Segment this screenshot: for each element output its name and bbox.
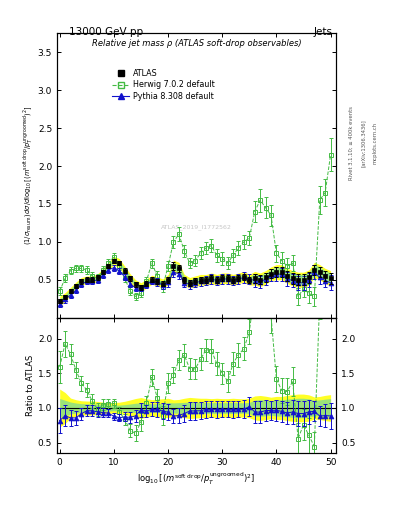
Text: Jets: Jets: [313, 27, 332, 37]
Y-axis label: $(1/\sigma_{\rm resum})\,d\sigma/d\log_{10}[(m^{\rm soft\,drop}/p_T^{\rm ungroom: $(1/\sigma_{\rm resum})\,d\sigma/d\log_{…: [22, 105, 35, 245]
Text: mcplots.cern.ch: mcplots.cern.ch: [373, 122, 378, 164]
Text: [arXiv:1306.3436]: [arXiv:1306.3436]: [361, 119, 366, 167]
X-axis label: $\log_{10}[(m^{\rm soft\ drop}/p_T^{\rm ungroomed})^2]$: $\log_{10}[(m^{\rm soft\ drop}/p_T^{\rm …: [138, 471, 255, 487]
Text: ATLAS_2019_I1772562: ATLAS_2019_I1772562: [161, 224, 232, 229]
Y-axis label: Ratio to ATLAS: Ratio to ATLAS: [26, 355, 35, 416]
Legend: ATLAS, Herwig 7.0.2 default, Pythia 8.308 default: ATLAS, Herwig 7.0.2 default, Pythia 8.30…: [108, 66, 219, 104]
Text: Relative jet mass ρ (ATLAS soft-drop observables): Relative jet mass ρ (ATLAS soft-drop obs…: [92, 39, 301, 48]
Text: 13000 GeV pp: 13000 GeV pp: [69, 27, 143, 37]
Text: Rivet 3.1.10; ≥ 400k events: Rivet 3.1.10; ≥ 400k events: [349, 106, 354, 180]
